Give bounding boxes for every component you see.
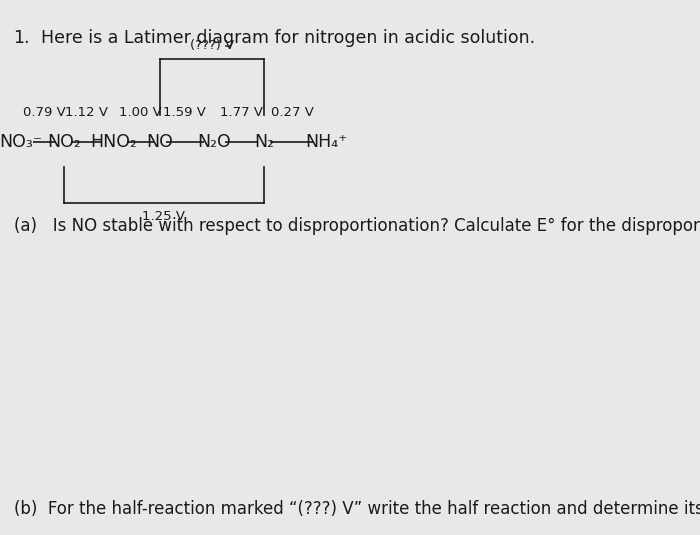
Text: (b)  For the half-reaction marked “(???) V” write the half reaction and determin: (b) For the half-reaction marked “(???) … — [13, 500, 700, 518]
Text: N₂: N₂ — [254, 133, 274, 151]
Text: 1.77 V: 1.77 V — [220, 106, 263, 119]
Text: 0.27 V: 0.27 V — [271, 106, 314, 119]
Text: NH₄⁺: NH₄⁺ — [304, 133, 347, 151]
Text: (???) V: (???) V — [190, 40, 235, 52]
Text: 0.79 V: 0.79 V — [22, 106, 65, 119]
Text: NO₂: NO₂ — [47, 133, 80, 151]
Text: 1.: 1. — [13, 29, 30, 48]
Text: HNO₂: HNO₂ — [90, 133, 137, 151]
Text: Here is a Latimer diagram for nitrogen in acidic solution.: Here is a Latimer diagram for nitrogen i… — [41, 29, 535, 48]
Text: 1.12 V: 1.12 V — [65, 106, 108, 119]
Text: (a)   Is NO stable with respect to disproportionation? Calculate E° for the disp: (a) Is NO stable with respect to disprop… — [13, 217, 700, 235]
Text: 1.00 V: 1.00 V — [119, 106, 162, 119]
Text: 1.59 V: 1.59 V — [163, 106, 206, 119]
Text: N₂O: N₂O — [197, 133, 231, 151]
Text: NO₃⁻: NO₃⁻ — [0, 133, 43, 151]
Text: NO: NO — [147, 133, 174, 151]
Text: 1.25 V: 1.25 V — [142, 210, 186, 223]
